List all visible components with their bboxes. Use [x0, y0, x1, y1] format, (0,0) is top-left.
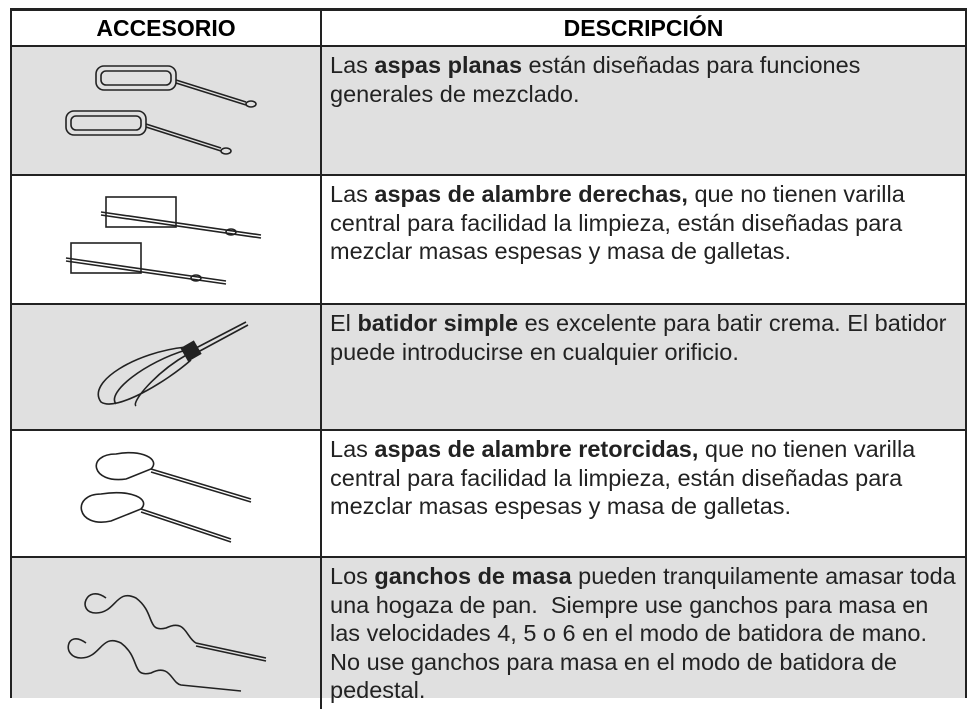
- table-row: Las aspas de alambre retorcidas, que no …: [12, 431, 965, 558]
- text: El: [330, 310, 358, 336]
- description: Las aspas planas están diseñadas para fu…: [322, 47, 965, 174]
- flat-beater-icon: [65, 64, 257, 155]
- accessory-image: [12, 558, 322, 709]
- table-row: Los ganchos de masa pueden tranquilament…: [12, 558, 965, 709]
- table-row: El batidor simple es excelente para bati…: [12, 305, 965, 431]
- wire-beater-icon: [65, 195, 262, 285]
- whisk-icon: [97, 321, 249, 407]
- bold-text: aspas de alambre derechas,: [374, 181, 688, 207]
- table-row: Las aspas de alambre derechas, que no ti…: [12, 176, 965, 305]
- text: que no tienen varilla central para facil…: [330, 436, 922, 519]
- twisted-beater-icon: [80, 451, 252, 543]
- bold-text: aspas planas: [374, 52, 523, 78]
- accessory-image: [12, 431, 322, 556]
- bold-text: aspas de alambre retorcidas,: [374, 436, 699, 462]
- page: ACCESORIO DESCRIPCIÓN Las aspas planas e…: [10, 8, 967, 709]
- table-row: Las aspas planas están diseñadas para fu…: [12, 47, 965, 176]
- header-cell: DESCRIPCIÓN: [563, 14, 724, 41]
- description: Las aspas de alambre retorcidas, que no …: [322, 431, 965, 556]
- description: Los ganchos de masa pueden tranquilament…: [322, 558, 965, 709]
- accessory-table: ACCESORIO DESCRIPCIÓN Las aspas planas e…: [10, 8, 967, 709]
- text: Las: [330, 181, 375, 207]
- text: Los: [330, 563, 375, 589]
- description: El batidor simple es excelente para bati…: [322, 305, 965, 429]
- text: Las: [330, 52, 375, 78]
- text: es excelente para batir crema. El batido…: [330, 310, 954, 365]
- header-cell: ACCESORIO: [12, 11, 322, 45]
- bold-text: ganchos de masa: [374, 563, 572, 589]
- header-row: ACCESORIO DESCRIPCIÓN: [12, 11, 965, 47]
- bold-text: batidor simple: [357, 310, 519, 336]
- dough-hook-icon: [67, 593, 267, 693]
- accessory-image: [12, 47, 322, 174]
- accessory-image: [12, 176, 322, 303]
- accessory-image: [12, 305, 322, 429]
- text: Las: [330, 436, 375, 462]
- text: están diseñadas para funciones generales…: [330, 52, 867, 107]
- description: Las aspas de alambre derechas, que no ti…: [322, 176, 965, 303]
- text: que no tienen varilla central para facil…: [330, 181, 912, 264]
